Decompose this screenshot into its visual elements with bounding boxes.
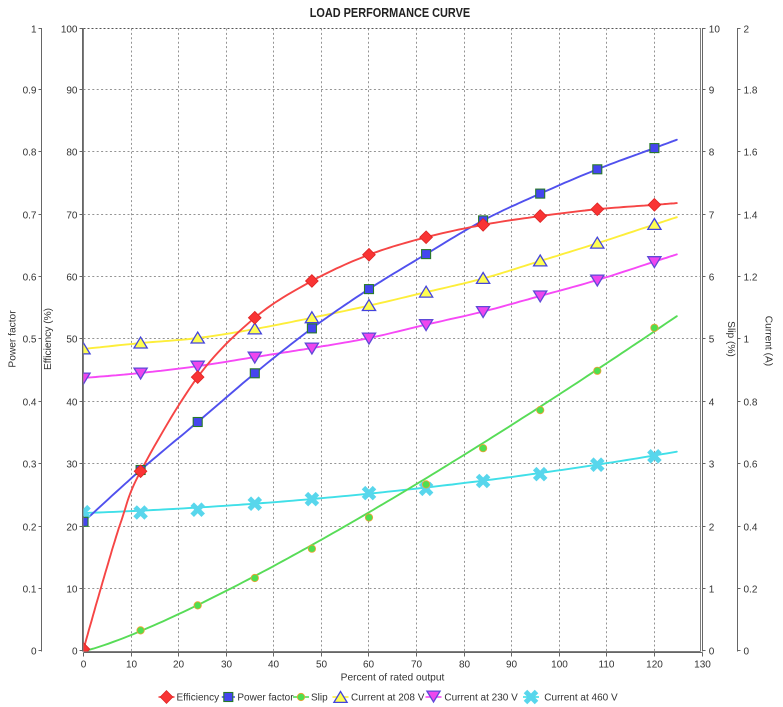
svg-text:0.2: 0.2 xyxy=(23,522,37,533)
svg-text:20: 20 xyxy=(173,660,185,671)
svg-text:40: 40 xyxy=(66,397,78,408)
svg-text:90: 90 xyxy=(66,85,78,96)
svg-text:1.2: 1.2 xyxy=(744,272,758,283)
svg-text:Current at 230 V: Current at 230 V xyxy=(444,693,518,704)
svg-text:130: 130 xyxy=(694,660,711,671)
svg-text:0.4: 0.4 xyxy=(23,397,37,408)
svg-text:1: 1 xyxy=(709,584,715,595)
svg-text:30: 30 xyxy=(221,660,233,671)
svg-text:Efficiency: Efficiency xyxy=(177,693,220,704)
svg-text:5: 5 xyxy=(709,334,715,345)
svg-text:10: 10 xyxy=(126,660,138,671)
svg-text:LOAD PERFORMANCE CURVE: LOAD PERFORMANCE CURVE xyxy=(310,5,471,20)
svg-text:0.7: 0.7 xyxy=(23,210,37,221)
svg-text:0: 0 xyxy=(81,660,87,671)
svg-text:50: 50 xyxy=(66,334,78,345)
svg-text:100: 100 xyxy=(551,660,568,671)
svg-text:30: 30 xyxy=(66,459,78,470)
svg-text:3: 3 xyxy=(709,459,715,470)
svg-text:40: 40 xyxy=(268,660,280,671)
svg-text:10: 10 xyxy=(709,24,721,35)
svg-text:90: 90 xyxy=(506,660,518,671)
svg-text:2: 2 xyxy=(709,522,715,533)
svg-text:110: 110 xyxy=(599,660,615,671)
svg-text:60: 60 xyxy=(363,660,375,671)
svg-text:1.8: 1.8 xyxy=(744,85,758,96)
svg-text:1.6: 1.6 xyxy=(744,147,758,158)
svg-text:0: 0 xyxy=(31,646,37,657)
svg-text:0: 0 xyxy=(72,646,78,657)
svg-text:8: 8 xyxy=(709,147,715,158)
svg-text:0.4: 0.4 xyxy=(744,522,758,533)
svg-text:0.1: 0.1 xyxy=(23,584,37,595)
svg-text:4: 4 xyxy=(709,397,715,408)
svg-text:50: 50 xyxy=(316,660,328,671)
svg-text:80: 80 xyxy=(66,147,78,158)
svg-text:0.8: 0.8 xyxy=(744,397,758,408)
svg-text:0: 0 xyxy=(744,646,750,657)
svg-text:0.3: 0.3 xyxy=(23,459,37,470)
svg-text:0.6: 0.6 xyxy=(23,272,37,283)
svg-text:Percent of rated output: Percent of rated output xyxy=(341,673,445,684)
svg-text:9: 9 xyxy=(709,85,715,96)
svg-text:70: 70 xyxy=(66,210,78,221)
svg-text:10: 10 xyxy=(66,584,78,595)
svg-text:120: 120 xyxy=(646,660,663,671)
svg-text:80: 80 xyxy=(459,660,471,671)
svg-text:Current at 460 V: Current at 460 V xyxy=(544,693,618,704)
svg-text:Slip: Slip xyxy=(311,693,328,704)
svg-text:Current (A): Current (A) xyxy=(763,316,774,366)
svg-text:0.8: 0.8 xyxy=(23,147,37,158)
svg-text:70: 70 xyxy=(411,660,423,671)
svg-text:Power factor: Power factor xyxy=(237,693,294,704)
svg-text:Current at 208 V: Current at 208 V xyxy=(351,693,425,704)
svg-text:1: 1 xyxy=(744,334,750,345)
svg-text:0: 0 xyxy=(709,646,715,657)
svg-text:Efficiency (%): Efficiency (%) xyxy=(43,308,54,370)
svg-text:7: 7 xyxy=(709,210,715,221)
svg-text:0.5: 0.5 xyxy=(23,334,37,345)
svg-text:Power factor: Power factor xyxy=(8,310,19,368)
svg-text:100: 100 xyxy=(61,24,78,35)
svg-text:20: 20 xyxy=(66,522,78,533)
svg-text:0.9: 0.9 xyxy=(23,85,37,96)
svg-text:2: 2 xyxy=(744,24,750,35)
svg-text:0.2: 0.2 xyxy=(744,584,758,595)
svg-text:6: 6 xyxy=(709,272,715,283)
svg-text:1: 1 xyxy=(31,24,37,35)
svg-text:Slip (%): Slip (%) xyxy=(725,321,736,357)
svg-text:1.4: 1.4 xyxy=(744,210,758,221)
svg-text:0.6: 0.6 xyxy=(744,459,758,470)
svg-text:60: 60 xyxy=(66,272,78,283)
